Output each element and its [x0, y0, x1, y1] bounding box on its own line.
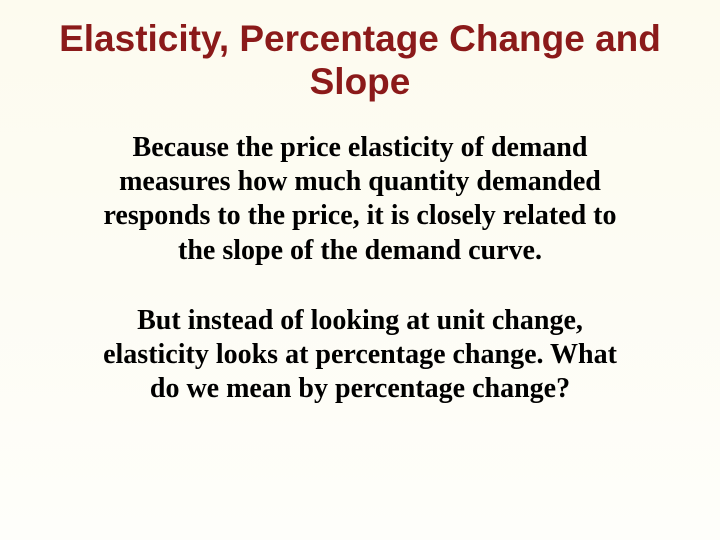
slide: Elasticity, Percentage Change and Slope …	[0, 0, 720, 540]
body-paragraph-2: But instead of looking at unit change, e…	[100, 304, 620, 406]
slide-title: Elasticity, Percentage Change and Slope	[40, 18, 680, 103]
body-paragraph-1: Because the price elasticity of demand m…	[100, 131, 620, 268]
